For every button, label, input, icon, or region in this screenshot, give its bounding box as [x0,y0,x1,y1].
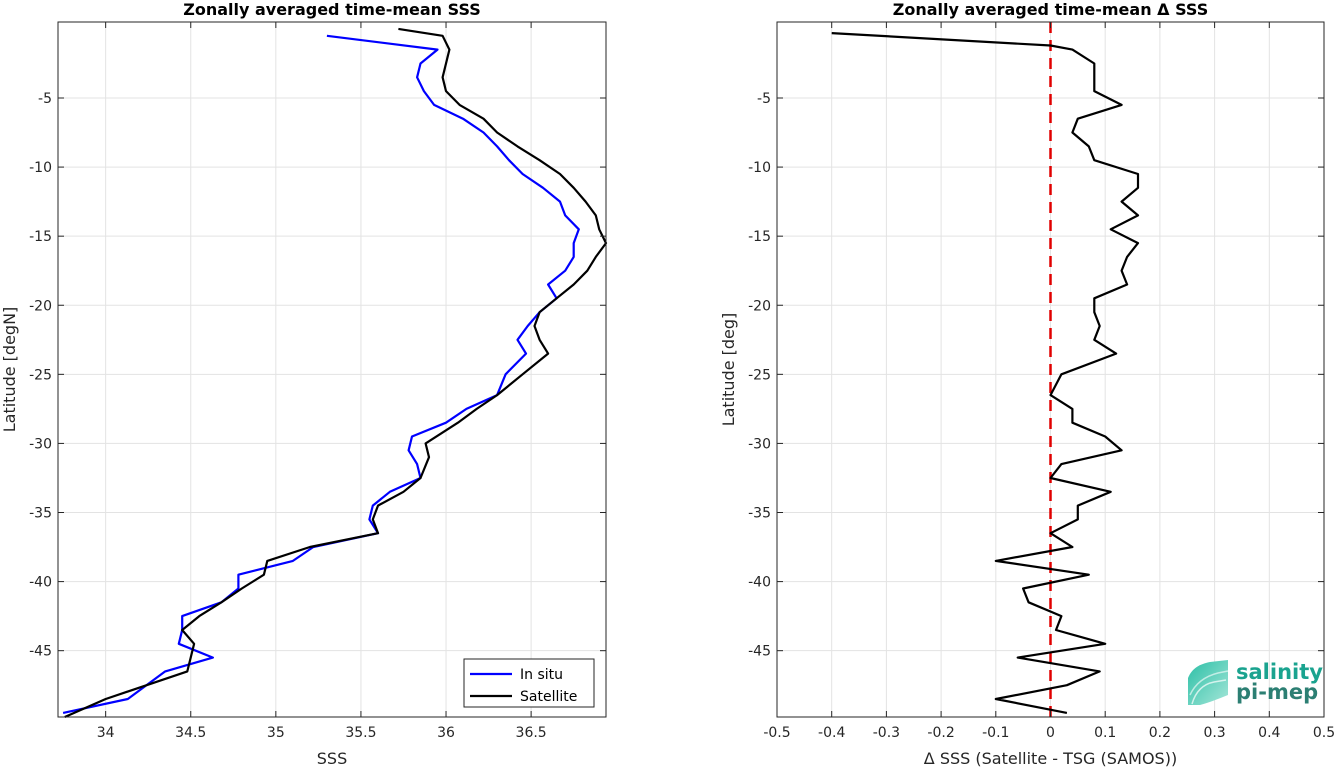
left-series-in-situ-line [62,34,580,714]
left-ytick-label-8: -45 [29,644,52,660]
right-ytick-label-6: -35 [748,506,771,522]
right-xtick-label-7: 0.2 [1149,725,1171,741]
right-xtick-label-10: 0.5 [1313,725,1335,741]
right-chart: -0.5 -0.4 -0.3 -0.2 -0.1 0 0.1 0.2 0.3 0.4 0.5 -5 -1… [719,0,1335,768]
right-xtick-label-2: -0.3 [873,725,900,741]
left-chart-title: Zonally averaged time-mean SSS [183,0,481,19]
right-ytick-label-1: -10 [748,160,771,176]
legend-box [463,658,595,708]
left-xtick-label-3: 35.5 [345,725,376,741]
right-ytick-label-3: -20 [748,298,771,314]
right-ytick-label-2: -15 [748,229,771,245]
right-ytick-label-8: -45 [748,644,771,660]
right-xtick-label-3: -0.2 [927,725,954,741]
left-series-satellite-line [64,27,608,719]
right-y-axis-label: Latitude [deg] [719,313,738,427]
left-ytick-label-0: -5 [38,91,52,107]
right-xtick-label-4: -0.1 [982,725,1009,741]
right-xtick-label-8: 0.3 [1203,725,1225,741]
right-chart-title: Zonally averaged time-mean Δ SSS [893,0,1209,19]
left-xtick-label-5: 36.5 [516,725,547,741]
left-ytick-label-1: -10 [29,160,52,176]
left-ytick-label-2: -15 [29,229,52,245]
right-series-0-line [831,32,1140,714]
left-xtick-label-2: 35 [267,725,285,741]
right-xtick-label-5: 0 [1046,725,1055,741]
right-ytick-label-5: -30 [748,436,771,452]
logo-wave-icon [1188,660,1228,705]
logo-text-pi-mep: pi-mep [1236,680,1318,704]
right-ytick-label-4: -25 [748,367,771,383]
left-xtick-label-1: 34.5 [175,725,206,741]
right-x-axis-label: Δ SSS (Satellite - TSG (SAMOS)) [924,749,1177,768]
salinity-pi-mep-logo: salinity pi-mep [1188,660,1323,705]
left-axes-frame [57,21,607,718]
right-ytick-label-0: -5 [757,91,771,107]
left-x-axis-label: SSS [317,749,347,768]
left-xtick-label-0: 34 [97,725,115,741]
right-xtick-label-0: -0.5 [763,725,790,741]
logo-wave-ribbon [1191,679,1227,705]
logo-wave-ribbon-2 [1189,670,1229,696]
left-ytick-label-3: -20 [29,298,52,314]
right-xtick-label-6: 0.1 [1094,725,1116,741]
left-ytick-label-6: -35 [29,506,52,522]
right-xtick-label-1: -0.4 [818,725,845,741]
left-ytick-label-5: -30 [29,436,52,452]
left-legend: In situ Satellite [463,658,595,708]
left-plot-area [58,22,606,717]
right-ytick-label-7: -40 [748,575,771,591]
legend-label-satellite: Satellite [520,689,577,705]
left-xtick-label-4: 36 [437,725,455,741]
logo-text-salinity: salinity [1236,660,1323,684]
left-ytick-label-7: -40 [29,575,52,591]
legend-label-in-situ: In situ [520,667,563,683]
left-y-axis-label: Latitude [degN] [0,307,19,433]
right-xtick-label-9: 0.4 [1258,725,1280,741]
left-chart: 34 34.5 35 35.5 36 36.5 -5 -10 -15 -20 -25 -30 -35 -4… [0,0,608,768]
left-ytick-label-4: -25 [29,367,52,383]
